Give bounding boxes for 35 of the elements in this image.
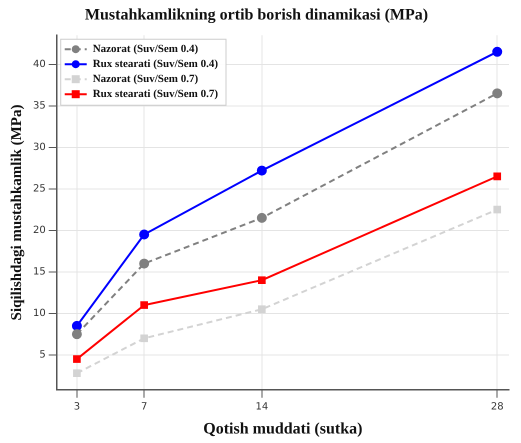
point xyxy=(492,88,502,98)
x-tick-label: 28 xyxy=(490,401,504,412)
point xyxy=(72,320,82,331)
y-tick-label: 20 xyxy=(32,224,46,236)
point xyxy=(140,334,148,342)
point xyxy=(258,305,266,314)
point xyxy=(73,355,81,363)
point xyxy=(258,276,266,284)
x-tick-label: 14 xyxy=(255,401,268,412)
y-tick-label: 25 xyxy=(32,183,46,194)
y-tick-label: 10 xyxy=(32,308,46,319)
chart-title: Mustahkamlikning ortib borish dinamikasi (MPa) xyxy=(84,6,428,24)
point xyxy=(139,230,150,240)
point xyxy=(492,46,502,57)
point xyxy=(493,172,502,180)
x-tick-label: 7 xyxy=(140,401,148,412)
y-tick-label: 5 xyxy=(39,350,46,361)
point xyxy=(493,206,502,214)
y-tick-label: 40 xyxy=(32,58,46,70)
legend-label: Nazorat (Suv/Sem 0.7) xyxy=(92,73,198,86)
point xyxy=(256,166,267,176)
legend-label: Rux stearati (Suv/Sem 0.4) xyxy=(92,58,218,70)
point xyxy=(140,301,148,309)
point xyxy=(256,212,267,223)
point xyxy=(72,329,82,340)
legend-label: Nazorat (Suv/Sem 0.4) xyxy=(92,43,198,56)
x-tick-label: 3 xyxy=(74,401,80,412)
y-tick-label: 30 xyxy=(32,142,46,153)
x-axis-title: Qotish muddati (sutka) xyxy=(203,420,362,438)
point xyxy=(73,369,81,378)
legend-label: Rux stearati (Suv/Sem 0.7) xyxy=(92,88,218,100)
y-tick-label: 15 xyxy=(32,266,46,278)
y-axis-title: Siqilishdagi mustahkamlik (MPa) xyxy=(8,104,25,320)
point xyxy=(139,258,150,269)
y-tick-label: 35 xyxy=(32,100,46,112)
